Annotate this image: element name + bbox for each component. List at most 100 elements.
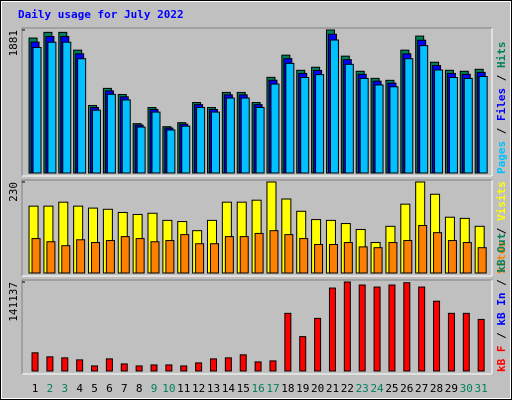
bar (91, 242, 101, 274)
bar (373, 247, 383, 274)
x-tick-label: 25 (385, 382, 398, 395)
bar (135, 238, 145, 274)
legend: Pages / Files / Hits (495, 42, 508, 175)
bar (374, 84, 384, 174)
x-tick-label: 23 (356, 382, 369, 395)
bar (196, 106, 206, 174)
bar (46, 356, 54, 372)
bar (314, 244, 324, 274)
panel (21, 279, 493, 375)
legend-entry: kB In (495, 293, 508, 326)
bar (433, 300, 441, 372)
bar (477, 247, 487, 274)
bar (284, 312, 292, 372)
bar (358, 246, 368, 274)
bar (477, 318, 485, 372)
bar (315, 74, 325, 174)
bar (403, 240, 413, 274)
bar (47, 41, 57, 174)
x-tick-label: 1 (32, 382, 39, 395)
x-tick-label: 12 (192, 382, 205, 395)
bar (61, 357, 69, 372)
legend-entry: kB F (495, 346, 508, 373)
bar (225, 97, 235, 174)
bar (403, 282, 411, 372)
legend-entry: kB Out (495, 233, 508, 273)
bar (299, 336, 307, 372)
bar (478, 76, 488, 174)
x-tick-label: 22 (341, 382, 354, 395)
bar (239, 354, 247, 372)
bar (150, 241, 160, 274)
bar (105, 240, 115, 274)
bar (136, 126, 146, 174)
x-tick-label: 19 (296, 382, 309, 395)
bar (239, 236, 249, 274)
bar (447, 240, 457, 274)
x-tick-label: 30 (460, 382, 473, 395)
bar (150, 364, 158, 372)
bar (373, 286, 381, 372)
bar (106, 93, 116, 174)
x-tick-label: 2 (47, 382, 54, 395)
bar (62, 41, 72, 174)
bar (388, 284, 396, 372)
legend-separator: / (495, 221, 508, 241)
bar (76, 239, 86, 274)
bar (418, 286, 426, 372)
bar (120, 236, 130, 274)
x-tick-label: 17 (266, 382, 279, 395)
x-tick-label: 27 (415, 382, 428, 395)
bar (224, 357, 232, 372)
bar (285, 62, 295, 174)
chart-title: Daily usage for July 2022 (18, 8, 184, 21)
bar (447, 312, 455, 372)
bar (31, 352, 39, 372)
bar (314, 317, 322, 372)
bar (284, 234, 294, 274)
bar (180, 234, 190, 274)
x-tick-label: 4 (76, 382, 83, 395)
bar (254, 361, 262, 372)
bar (31, 238, 41, 274)
x-tick-label: 8 (136, 382, 143, 395)
legend: kB F / kB In / kB Out (495, 233, 508, 372)
bar (224, 236, 234, 274)
bar (433, 232, 443, 274)
x-tick-label: 15 (237, 382, 250, 395)
bar (92, 109, 102, 174)
x-tick-label: 3 (61, 382, 68, 395)
legend-separator: / (495, 273, 508, 293)
legend-entry: Sites (495, 241, 508, 274)
bar (255, 106, 265, 174)
bar (448, 77, 458, 174)
bar (358, 284, 366, 372)
bar (269, 230, 279, 274)
legend-entry: Hits (495, 42, 508, 69)
x-tick-label: 21 (326, 382, 339, 395)
x-tick-label: 26 (400, 382, 413, 395)
bar (121, 99, 131, 174)
bar (254, 232, 264, 274)
bar (209, 243, 219, 274)
bar (328, 287, 336, 372)
x-tick-label: 13 (207, 382, 220, 395)
legend: Sites / Visits (495, 181, 508, 274)
x-tick-label: 18 (281, 382, 294, 395)
bar (388, 242, 398, 274)
bar (240, 97, 250, 174)
bar (463, 77, 473, 174)
bar (328, 244, 338, 274)
bar (135, 365, 143, 372)
x-tick-label: 31 (475, 382, 488, 395)
bar (269, 360, 277, 372)
y-tick-label: 141137 (7, 282, 20, 322)
bar (299, 238, 309, 274)
x-tick-label: 5 (91, 382, 98, 395)
bar (209, 358, 217, 372)
bar (462, 312, 470, 372)
bar (270, 83, 280, 174)
bar (300, 77, 310, 174)
bar (404, 58, 414, 174)
x-tick-label: 11 (177, 382, 190, 395)
